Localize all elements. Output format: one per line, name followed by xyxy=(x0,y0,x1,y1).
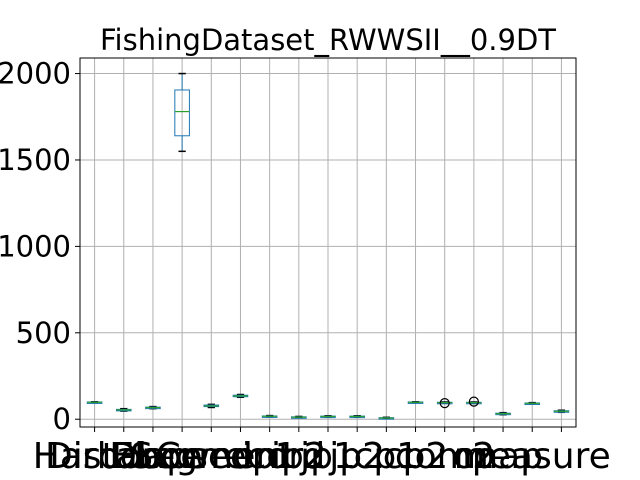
y-tick-label: 500 xyxy=(16,316,71,350)
box-9 xyxy=(320,415,336,419)
x-tick-label: map xyxy=(463,436,543,477)
x-tick-label: Cwrecord xyxy=(156,436,326,477)
x-tick-label: cp2 xyxy=(383,436,449,477)
box-13 xyxy=(436,398,453,409)
y-axis-ticks: 0 500 1000 1500 2000 xyxy=(0,57,80,436)
box-8 xyxy=(291,415,307,419)
x-tick-label: jp2 xyxy=(328,436,385,477)
box-2 xyxy=(115,407,132,412)
x-tick-label: measure xyxy=(454,436,611,477)
y-tick-label: 1500 xyxy=(0,143,71,177)
x-tick-label: cp1 xyxy=(354,436,420,477)
x-tick-label: Segment xyxy=(130,436,292,477)
y-tick-label: 2000 xyxy=(0,57,71,91)
x-tick-label: jp1 xyxy=(299,436,356,477)
box-15 xyxy=(495,411,511,416)
y-tick-label: 1000 xyxy=(0,229,71,263)
x-tick-label: Dbor xyxy=(109,436,197,477)
grid-lines xyxy=(80,58,576,427)
box-6 xyxy=(232,393,249,399)
x-tick-label: Harbor xyxy=(33,436,157,477)
outlier-point xyxy=(439,398,450,409)
x-tick-label: c2 xyxy=(453,436,496,477)
x-tick-label: Distance xyxy=(45,436,202,477)
box-5 xyxy=(203,403,220,409)
y-tick-label: 0 xyxy=(53,402,71,436)
x-tick-label: ip2 xyxy=(271,436,327,477)
box-series xyxy=(86,72,570,420)
x-tick-label: ip1 xyxy=(242,436,298,477)
box-12 xyxy=(407,401,424,404)
box-3 xyxy=(145,405,161,410)
box-14 xyxy=(466,396,482,407)
box-body xyxy=(174,89,190,137)
box-10 xyxy=(349,415,365,419)
box-7 xyxy=(261,414,278,418)
box-17 xyxy=(553,409,570,414)
box-4 xyxy=(174,72,190,153)
chart-title: FishingDataset_RWWSII__0.9DT xyxy=(100,23,556,57)
box-1 xyxy=(86,401,103,404)
outlier-point xyxy=(468,396,479,407)
x-tick-label: comp xyxy=(395,436,495,477)
box-16 xyxy=(524,401,541,405)
x-tick-label: Elapsed xyxy=(111,436,252,477)
box-11 xyxy=(378,416,395,420)
x-axis-ticks: HarborDistanceDborElapsedSegmentCwrecord… xyxy=(33,427,611,477)
